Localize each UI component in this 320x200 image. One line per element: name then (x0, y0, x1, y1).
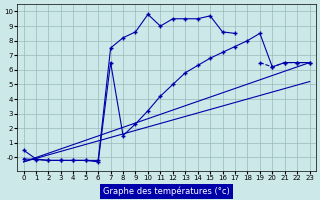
X-axis label: Graphe des températures (°c): Graphe des températures (°c) (103, 186, 230, 196)
